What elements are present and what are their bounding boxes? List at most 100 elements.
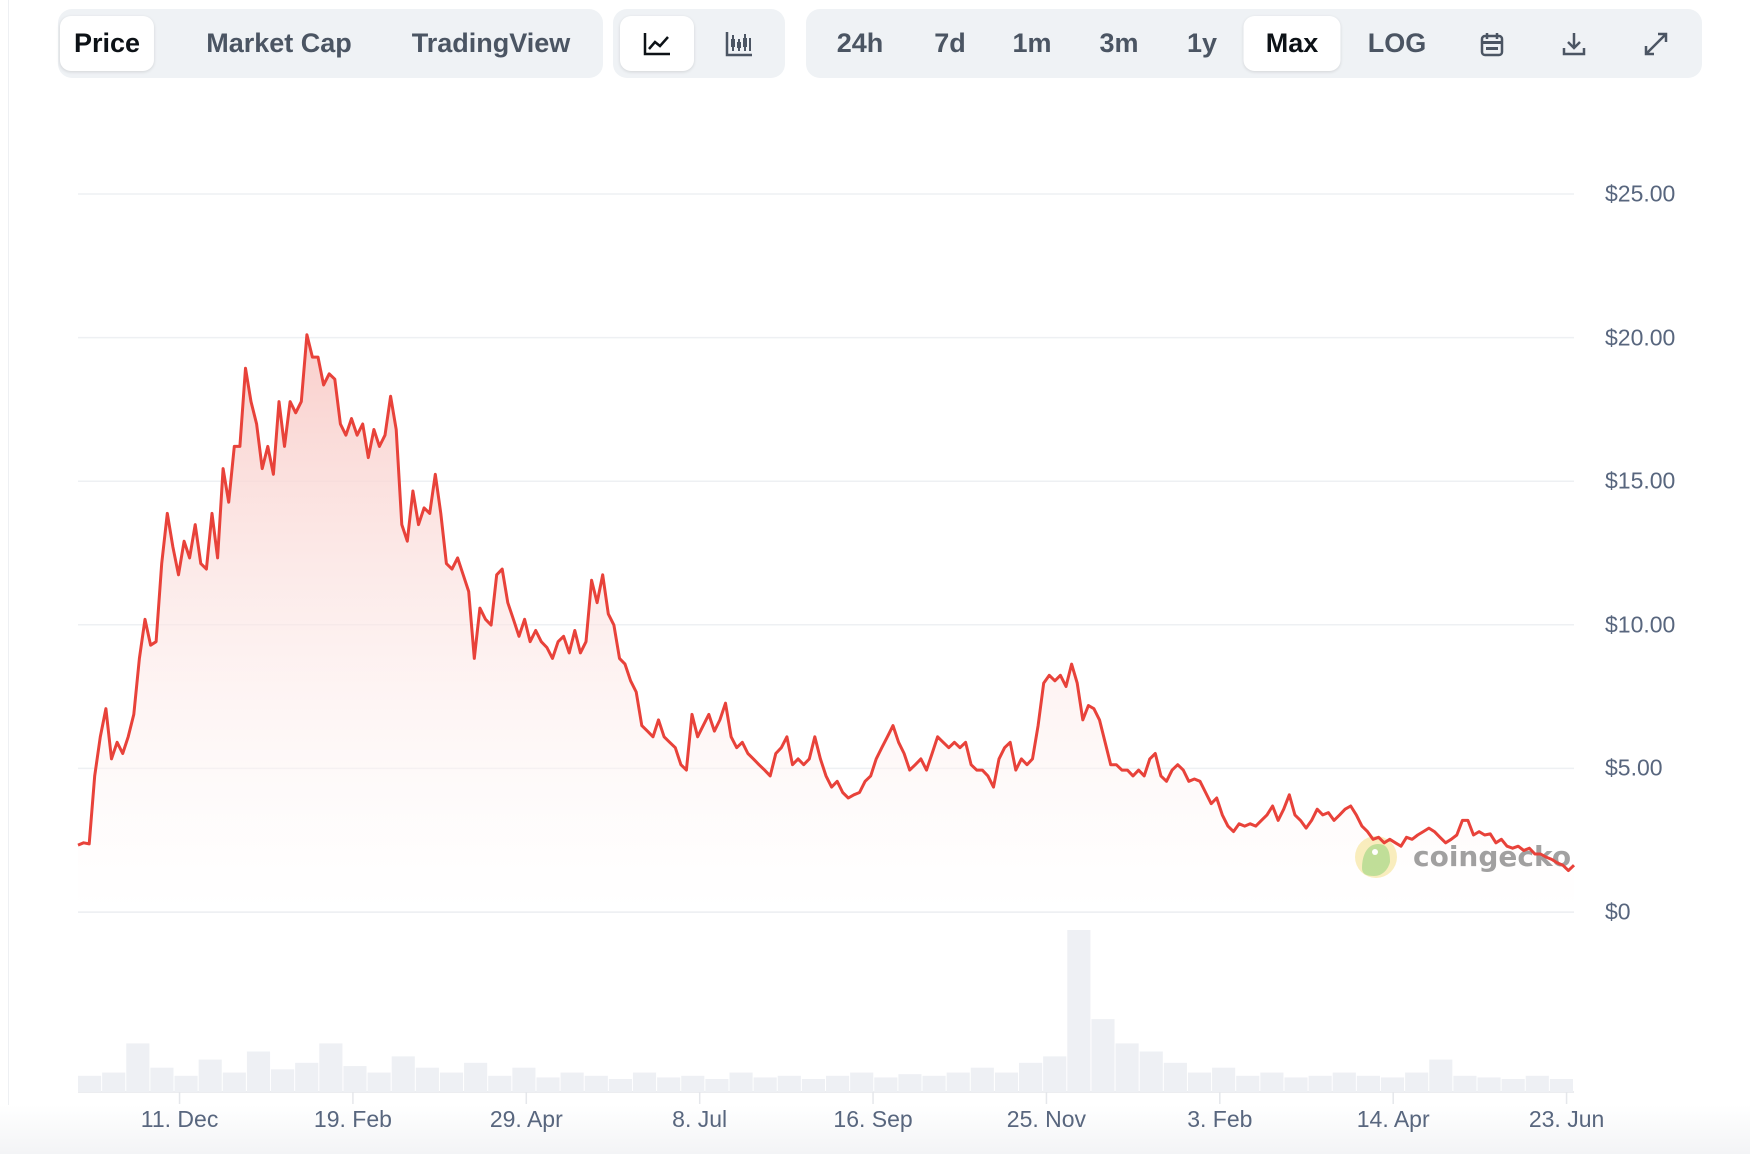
price-line: [77, 333, 1576, 873]
line-chart-icon: [643, 32, 670, 55]
volume-bar: [584, 1075, 608, 1092]
range-24h[interactable]: 24h: [836, 28, 884, 58]
range-7d[interactable]: 7d: [934, 28, 966, 58]
volume-bar: [1187, 1072, 1212, 1092]
volume-bar: [222, 1072, 246, 1092]
y-tick-label: $10.00: [1605, 611, 1676, 638]
volume-bar: [439, 1072, 464, 1092]
volume-bar: [777, 1075, 801, 1092]
x-tick-label: 11. Dec: [140, 1106, 219, 1132]
volume-bar: [1236, 1075, 1260, 1092]
calendar-button[interactable]: [1464, 16, 1520, 71]
volume-bar: [753, 1077, 777, 1092]
volume-bar: [1501, 1079, 1525, 1092]
volume-bar: [1525, 1075, 1549, 1092]
download-button[interactable]: [1546, 16, 1602, 71]
volume-bar: [415, 1067, 439, 1092]
volume-bar: [150, 1067, 174, 1092]
fullscreen-button[interactable]: [1628, 16, 1684, 71]
volume-bar: [1477, 1077, 1501, 1092]
view-tab-group: Price Market Cap TradingView: [58, 9, 603, 78]
volume-bar: [78, 1075, 102, 1092]
y-tick-label: $20.00: [1605, 324, 1676, 351]
volume-bar: [174, 1075, 198, 1092]
tab-tradingview[interactable]: TradingView: [411, 28, 571, 58]
volume-bar: [632, 1072, 657, 1092]
y-tick-label: $5.00: [1605, 754, 1663, 781]
calendar-icon: [1480, 32, 1504, 56]
y-tick-label: $25.00: [1605, 180, 1676, 207]
volume-bar: [681, 1075, 705, 1092]
volume-bar: [826, 1075, 850, 1092]
x-tick-label: 14. Apr: [1356, 1106, 1430, 1132]
volume-bar: [1212, 1067, 1236, 1092]
y-tick-label: $0: [1605, 898, 1631, 925]
volume-bar: [705, 1079, 729, 1092]
tab-price[interactable]: Price: [59, 16, 155, 71]
tab-market-cap[interactable]: Market Cap: [206, 28, 352, 58]
volume-bar: [126, 1043, 150, 1092]
volume-bar: [874, 1077, 898, 1092]
panel-border: [8, 0, 9, 1154]
volume-bar: [198, 1059, 222, 1092]
price-area: [78, 334, 1574, 912]
volume-bar: [1260, 1072, 1284, 1092]
range-group: 24h 7d 1m 3m 1y Max LOG: [806, 9, 1702, 78]
volume-bar: [1429, 1059, 1453, 1092]
range-1y[interactable]: 1y: [1186, 28, 1218, 58]
volume-bar: [1139, 1051, 1163, 1092]
volume-bar: [946, 1072, 970, 1092]
volume-bar: [608, 1079, 632, 1092]
volume-bar: [1549, 1079, 1573, 1092]
volume-bar: [295, 1062, 319, 1092]
footer-fade: [0, 1105, 1750, 1154]
volume-bar: [488, 1075, 512, 1092]
volume-bar: [1380, 1077, 1405, 1092]
y-tick-label: $15.00: [1605, 467, 1676, 494]
volume-bar: [246, 1051, 271, 1092]
volume-bar: [1115, 1043, 1139, 1092]
volume-bar: [1067, 930, 1091, 1092]
x-tick-label: 29. Apr: [489, 1106, 563, 1132]
download-icon: [1562, 32, 1586, 55]
volume-bar: [391, 1056, 415, 1092]
volume-bar: [367, 1072, 391, 1092]
volume-bar: [1356, 1075, 1380, 1092]
volume-bar: [1405, 1072, 1429, 1092]
volume-bar: [560, 1072, 584, 1092]
volume-bar: [319, 1043, 343, 1092]
log-scale-toggle[interactable]: LOG: [1367, 28, 1427, 58]
volume-bar: [1091, 1019, 1115, 1092]
volume-bar: [536, 1077, 560, 1092]
volume-bar: [898, 1074, 922, 1092]
volume-bar: [1019, 1062, 1043, 1092]
x-tick-label: 25. Nov: [1006, 1106, 1087, 1132]
volume-bar: [1284, 1077, 1308, 1092]
volume-bar: [1332, 1072, 1356, 1092]
volume-bar: [1043, 1056, 1067, 1092]
volume-bar: [271, 1069, 295, 1092]
volume-bar: [464, 1062, 488, 1092]
range-3m[interactable]: 3m: [1099, 28, 1139, 58]
x-tick-label: 3. Feb: [1187, 1106, 1253, 1132]
volume-bar: [512, 1067, 536, 1092]
line-chart-button[interactable]: [620, 16, 694, 71]
x-tick-label: 23. Jun: [1528, 1106, 1605, 1132]
x-tick-label: 19. Feb: [313, 1106, 392, 1132]
chart-type-group: [613, 9, 785, 78]
candlestick-chart-button[interactable]: [702, 16, 776, 71]
range-1m[interactable]: 1m: [1012, 28, 1052, 58]
volume-bar: [343, 1066, 367, 1092]
x-tick-label: 16. Sep: [833, 1106, 913, 1132]
volume-bar: [801, 1079, 825, 1092]
volume-bar: [1308, 1075, 1332, 1092]
range-max[interactable]: Max: [1243, 16, 1341, 71]
fullscreen-icon: [1644, 32, 1668, 55]
volume-bar: [970, 1067, 994, 1092]
candlestick-chart-icon: [725, 31, 752, 56]
volume-bar: [922, 1075, 946, 1092]
x-tick-label: 8. Jul: [672, 1106, 728, 1132]
volume-bar: [657, 1077, 681, 1092]
volume-bar: [729, 1072, 753, 1092]
